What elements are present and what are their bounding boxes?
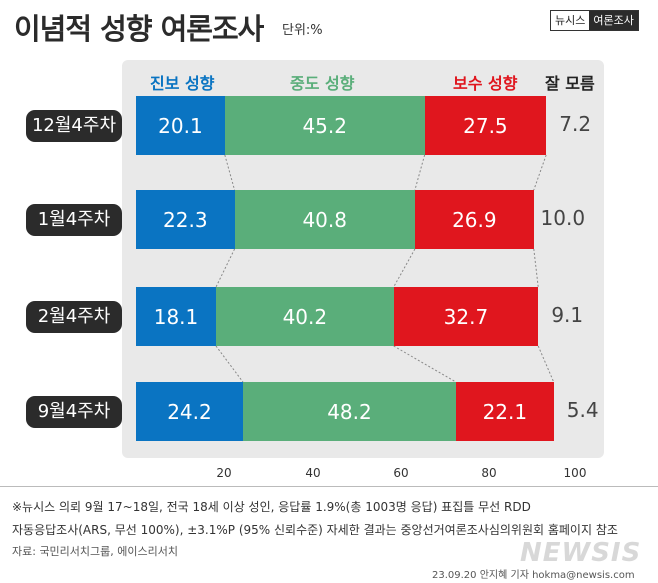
value-label: 26.9 [452,207,497,232]
value-label: 22.1 [482,399,528,424]
x-tick: 60 [393,466,409,480]
x-tick: 100 [563,466,587,480]
row-label: 1월4주차 [26,204,122,236]
unknown-value-label: 7.2 [559,112,592,136]
unknown-value-label: 10.0 [540,206,586,230]
conservative-bar: 32.7 [393,287,539,346]
conservative-bar: 27.5 [424,96,547,155]
logo-text-right: 여론조사 [589,11,638,30]
conservative-bar: 22.1 [456,382,554,441]
moderate-bar: 40.2 [216,287,394,346]
connector-line [393,248,416,288]
footer-credit: 23.09.20 안지혜 기자 hokma@newsis.com [432,570,635,581]
value-label: 48.2 [327,399,372,424]
connector-line [414,154,426,191]
footer-note-line1: ※뉴시스 의뢰 9월 17~18일, 전국 18세 이상 성인, 응답률 1.9… [12,500,531,514]
watermark: NEWSIS [520,538,642,568]
moderate-bar: 48.2 [242,382,456,441]
footer-divider [0,486,658,487]
chart-title: 이념적 성향 여론조사 [14,12,264,46]
value-label: 40.2 [282,304,328,329]
unknown-value-label: 5.4 [566,398,599,422]
moderate-bar: 40.8 [234,190,415,249]
value-label: 18.1 [153,304,199,329]
row-label: 9월4주차 [26,396,122,428]
connector-line [537,345,555,383]
progressive-bar: 20.1 [136,96,225,155]
brand-logo: 뉴시스 여론조사 [550,10,639,31]
connector-line [215,248,236,288]
connector-line [533,154,547,191]
footer-note-line2: 자동응답조사(ARS, 무선 100%), ±3.1%P (95% 신뢰수준) … [12,523,618,537]
progressive-bar: 24.2 [136,382,243,441]
row-label: 2월4주차 [26,301,122,333]
logo-text-left: 뉴시스 [551,11,590,30]
connector-line [533,248,539,288]
value-label: 32.7 [443,304,489,329]
unknown-value-label: 9.1 [551,303,584,327]
moderate-bar: 45.2 [224,96,425,155]
progressive-bar: 18.1 [136,287,216,346]
x-tick: 20 [216,466,232,480]
connector-line [215,345,244,383]
legend-progressive: 진보 성향 [150,74,215,93]
progressive-bar: 22.3 [136,190,235,249]
row-label: 12월4주차 [26,110,122,142]
value-label: 40.8 [302,207,347,232]
value-label: 45.2 [302,113,347,138]
connector-line [224,154,236,191]
conservative-bar: 26.9 [414,190,534,249]
legend-unknown: 잘 모름 [545,74,595,93]
x-tick: 80 [481,466,497,480]
x-tick: 40 [305,466,321,480]
unit-label: 단위:% [282,23,323,38]
value-label: 27.5 [463,113,508,138]
value-label: 20.1 [158,113,203,138]
connector-line [393,345,457,383]
value-label: 22.3 [163,207,208,232]
legend-conservative: 보수 성향 [453,74,518,93]
legend-moderate: 중도 성향 [290,74,355,93]
value-label: 24.2 [167,399,212,424]
footer-source: 자료: 국민리서치그룹, 에이스리서치 [12,545,178,558]
